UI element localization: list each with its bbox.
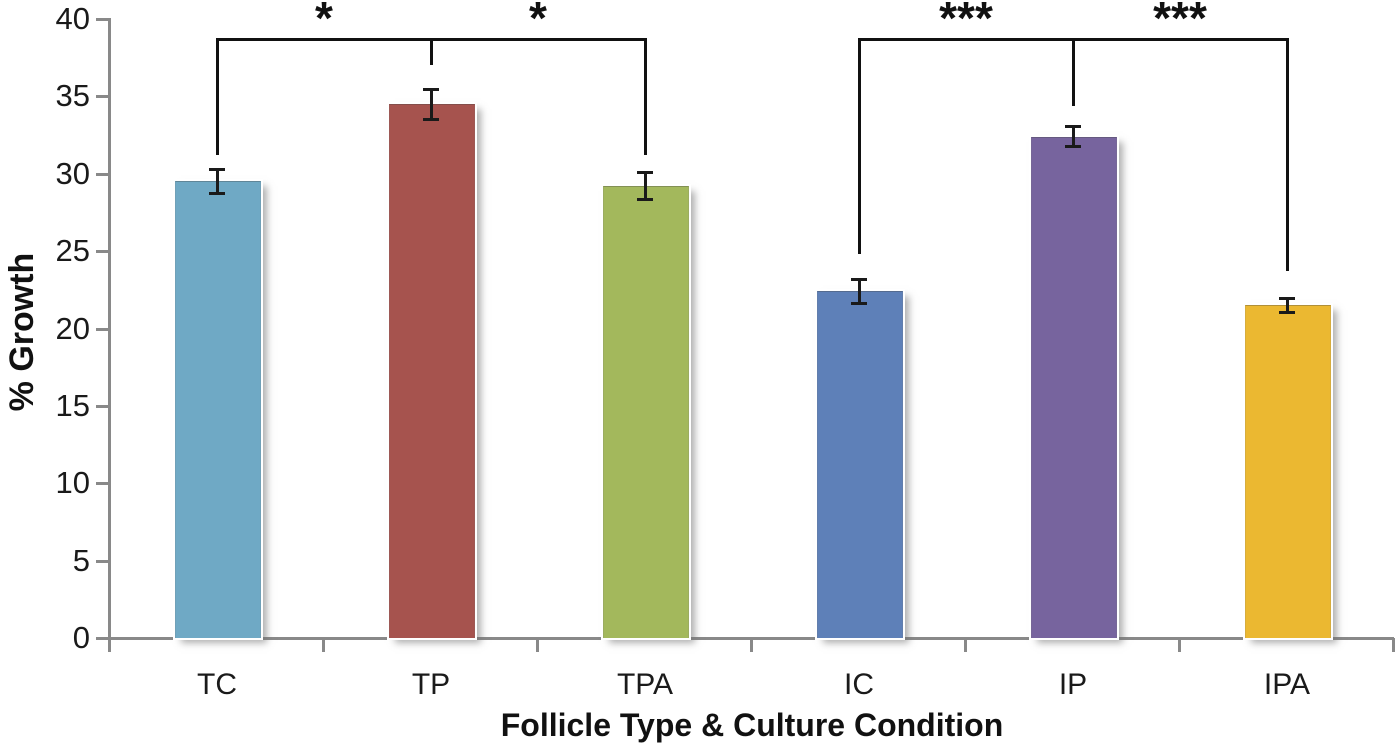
y-tick-mark	[96, 250, 108, 254]
sig-bracket-1-drop-TC	[215, 37, 219, 156]
x-category-label-IC: IC	[844, 668, 874, 701]
significance-label: *	[529, 0, 547, 44]
x-tick-mark	[536, 638, 539, 652]
y-axis-line	[108, 18, 111, 640]
x-tick-mark	[1178, 638, 1181, 652]
error-bar-IC-stem	[857, 278, 861, 304]
x-category-label-IPA: IPA	[1263, 668, 1311, 701]
sig-bracket-1-drop-TPA	[643, 37, 647, 156]
error-bar-TC-stem	[215, 169, 219, 194]
error-bar-TC-cap-bottom	[209, 191, 225, 195]
bar-TP	[389, 104, 475, 638]
y-tick-label: 10	[55, 465, 90, 501]
significance-label: *	[315, 0, 333, 44]
y-tick-mark	[96, 559, 108, 563]
error-bar-IP-cap-bottom	[1065, 145, 1081, 149]
error-bar-TC-cap-top	[209, 168, 225, 172]
error-bar-IP-cap-top	[1065, 124, 1081, 128]
significance-label: ***	[939, 0, 993, 44]
y-tick-label: 25	[55, 233, 90, 269]
x-tick-mark	[108, 638, 111, 652]
y-tick-label: 30	[55, 155, 90, 191]
error-bar-IPA-cap-top	[1279, 296, 1295, 300]
sig-bracket-2-drop-IC	[857, 37, 861, 255]
x-tick-mark	[322, 638, 325, 652]
x-tick-mark	[1392, 638, 1395, 652]
y-tick-mark	[96, 95, 108, 99]
x-category-label-IP: IP	[1058, 668, 1088, 701]
bar-IC	[817, 291, 903, 638]
error-bar-IP-stem	[1071, 125, 1075, 148]
error-bar-IPA-stem	[1285, 297, 1289, 314]
y-tick-label: 5	[72, 542, 90, 578]
error-bar-IC-cap-top	[851, 277, 867, 281]
y-tick-mark	[96, 482, 108, 486]
y-tick-mark	[96, 404, 108, 408]
error-bar-IC-cap-bottom	[851, 301, 867, 305]
sig-bracket-2-drop-IP	[1071, 37, 1075, 106]
y-tick-mark	[96, 327, 108, 331]
bar-IP	[1031, 136, 1117, 638]
error-bar-TP-cap-top	[423, 87, 439, 91]
error-bar-TP-cap-bottom	[423, 117, 439, 121]
y-tick-label: 20	[55, 310, 90, 346]
x-tick-mark	[750, 638, 753, 652]
y-tick-label: 35	[55, 78, 90, 114]
y-tick-mark	[96, 18, 108, 21]
sig-bracket-2-drop-IPA	[1285, 37, 1289, 272]
error-bar-TP-stem	[429, 88, 433, 120]
y-tick-label: 40	[55, 1, 90, 36]
error-bar-TPA-cap-top	[637, 171, 653, 175]
sig-bracket-1-drop-TP	[429, 37, 433, 66]
y-tick-mark	[96, 637, 108, 640]
y-tick-mark	[96, 172, 108, 176]
bar-IPA	[1245, 305, 1331, 638]
y-tick-label: 15	[55, 387, 90, 423]
significance-label: ***	[1153, 0, 1207, 44]
x-tick-mark	[964, 638, 967, 652]
x-category-label-TP: TP	[411, 668, 451, 701]
error-bar-TPA-cap-bottom	[637, 198, 653, 202]
bar-TC	[175, 181, 261, 638]
x-axis-title: Follicle Type & Culture Condition	[500, 707, 1004, 743]
error-bar-IPA-cap-bottom	[1279, 311, 1295, 315]
error-bar-TPA-stem	[643, 172, 647, 201]
x-category-label-TPA: TPA	[616, 668, 674, 701]
x-category-label-TC: TC	[197, 668, 237, 701]
bar-TPA	[603, 186, 689, 638]
y-tick-label: 0	[72, 620, 90, 655]
